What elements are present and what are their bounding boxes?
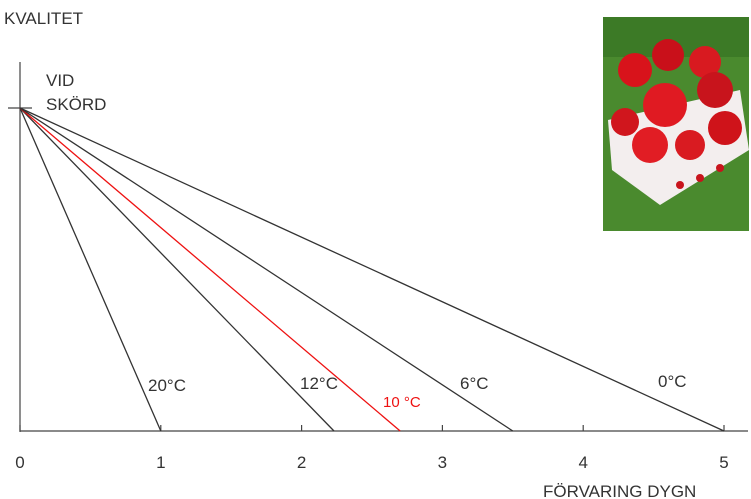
x-tick-label: 0 <box>15 453 24 472</box>
series-label: 20°C <box>148 376 186 395</box>
series-line <box>20 108 400 431</box>
series-line <box>20 108 513 431</box>
x-tick-label: 4 <box>578 453 587 472</box>
series-label: 0°C <box>658 372 687 391</box>
x-axis-label: FÖRVARING DYGN <box>543 482 696 499</box>
x-tick-label: 5 <box>719 453 728 472</box>
series-label: 6°C <box>460 374 489 393</box>
series-label: 10 °C <box>383 394 421 411</box>
series-label: 12°C <box>300 374 338 393</box>
annotation: VID <box>46 71 74 90</box>
y-axis-label: KVALITET <box>4 9 83 28</box>
chart: KVALITET VID SKÖRD FÖRVARING DYGN 0 1 2 3 4 5… <box>0 0 751 499</box>
x-tick-label: 2 <box>297 453 306 472</box>
x-tick-label: 1 <box>156 453 165 472</box>
annotation: SKÖRD <box>46 95 106 114</box>
x-tick-label: 3 <box>438 453 447 472</box>
photo <box>603 17 749 231</box>
series-line <box>20 108 161 431</box>
